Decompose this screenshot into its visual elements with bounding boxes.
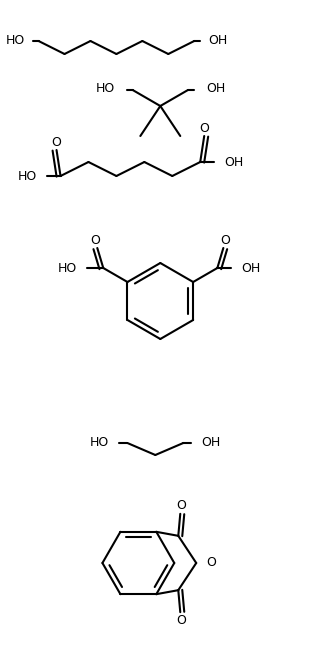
Text: O: O	[52, 136, 62, 148]
Text: O: O	[206, 556, 216, 570]
Text: HO: HO	[90, 437, 109, 450]
Text: OH: OH	[206, 81, 225, 95]
Text: OH: OH	[201, 437, 220, 450]
Text: O: O	[220, 234, 230, 246]
Text: OH: OH	[224, 156, 244, 168]
Text: O: O	[176, 499, 186, 513]
Text: HO: HO	[95, 81, 115, 95]
Text: HO: HO	[5, 34, 25, 48]
Text: OH: OH	[241, 262, 261, 274]
Text: HO: HO	[17, 170, 37, 183]
Text: O: O	[199, 121, 209, 134]
Text: O: O	[176, 614, 186, 627]
Text: OH: OH	[208, 34, 227, 48]
Text: O: O	[91, 234, 100, 246]
Text: HO: HO	[58, 262, 77, 274]
